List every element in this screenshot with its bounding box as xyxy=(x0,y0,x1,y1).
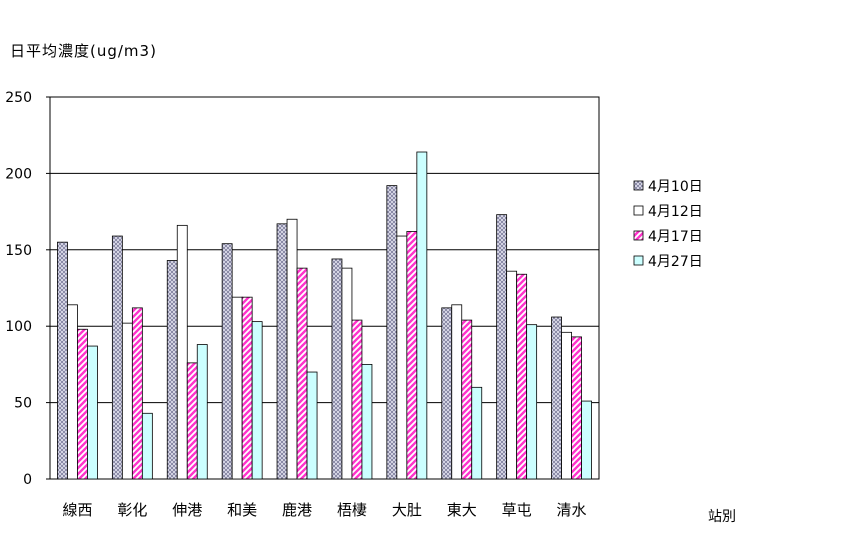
plot-area xyxy=(49,96,600,480)
bar xyxy=(296,267,308,480)
bar xyxy=(341,267,353,480)
bar xyxy=(441,307,453,480)
bar xyxy=(306,371,318,480)
x-axis-label: 站別 xyxy=(708,509,736,525)
bar xyxy=(166,260,178,480)
y-axis-label: 日平均濃度(ug/m3) xyxy=(10,42,157,60)
bar xyxy=(221,243,233,480)
y-tick-label: 150 xyxy=(5,243,32,259)
x-tick-label: 東大 xyxy=(447,501,477,519)
bar xyxy=(396,235,408,480)
bar xyxy=(581,400,592,480)
bar xyxy=(131,307,143,480)
legend-swatch xyxy=(633,205,644,216)
bar xyxy=(77,328,88,480)
bar xyxy=(87,345,98,480)
bar xyxy=(516,273,528,480)
legend-label: 4月27日 xyxy=(648,254,703,270)
x-tick-label: 彰化 xyxy=(117,501,147,519)
bar xyxy=(176,224,188,480)
bar xyxy=(286,218,298,480)
bar xyxy=(276,223,288,480)
x-tick-label: 線西 xyxy=(62,501,92,519)
legend-label: 4月17日 xyxy=(648,229,703,245)
y-tick-label: 200 xyxy=(5,166,32,182)
bar xyxy=(506,270,518,480)
bar xyxy=(351,319,363,480)
bar xyxy=(241,296,253,480)
legend-swatch xyxy=(633,230,644,241)
bar xyxy=(551,316,562,480)
bar xyxy=(57,241,68,480)
bar xyxy=(111,235,123,480)
x-tick-label: 伸港 xyxy=(172,501,202,519)
bar xyxy=(196,344,208,480)
x-tick-label: 草屯 xyxy=(502,501,532,519)
bar xyxy=(461,319,473,480)
bar xyxy=(231,296,243,480)
bar xyxy=(406,231,418,480)
bar xyxy=(451,304,463,480)
bar xyxy=(361,363,373,480)
bar xyxy=(561,331,572,480)
y-tick-label: 100 xyxy=(5,319,32,335)
bar xyxy=(331,258,343,480)
bar xyxy=(121,322,133,480)
y-tick-label: 250 xyxy=(5,90,32,106)
legend-swatch xyxy=(633,255,644,266)
legend-label: 4月12日 xyxy=(648,204,703,220)
x-tick-label: 清水 xyxy=(557,501,587,519)
x-tick-label: 鹿港 xyxy=(282,501,312,519)
bar xyxy=(416,151,428,480)
x-tick-label: 和美 xyxy=(227,501,257,519)
bar xyxy=(67,304,78,480)
x-tick-label: 梧棲 xyxy=(337,501,367,519)
legend-swatch xyxy=(633,180,644,191)
bar xyxy=(526,324,538,480)
bar xyxy=(141,412,153,480)
bar xyxy=(496,214,508,480)
x-tick-label: 大肚 xyxy=(392,501,422,519)
bar xyxy=(471,386,483,480)
bar xyxy=(386,185,398,480)
bar xyxy=(186,362,198,480)
y-tick-label: 0 xyxy=(23,472,32,488)
y-tick-label: 50 xyxy=(14,396,32,412)
bar xyxy=(251,321,263,480)
bar xyxy=(571,336,582,480)
legend-label: 4月10日 xyxy=(648,179,703,195)
